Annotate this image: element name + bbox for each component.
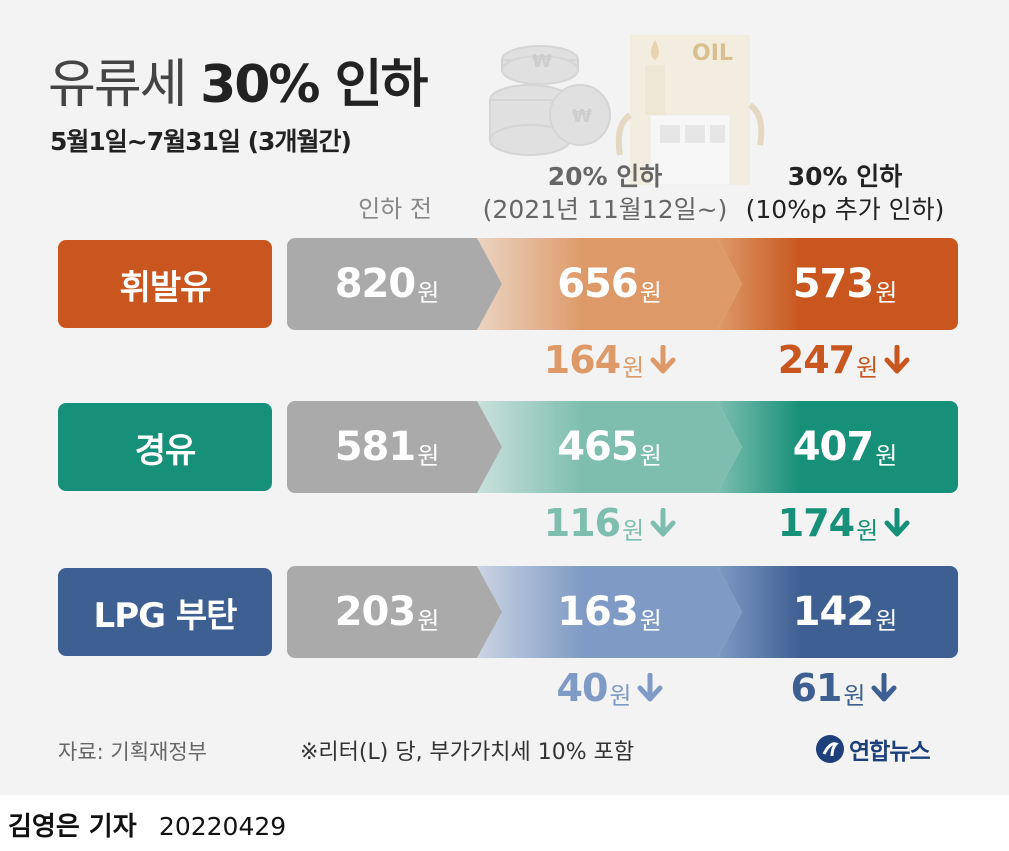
- fuel-label: 경유: [58, 403, 272, 491]
- reduction-value: 116: [543, 501, 621, 545]
- yonhap-logo-icon: [816, 735, 844, 763]
- price-unit: 원: [417, 278, 440, 307]
- column-header-20-date: (2021년 11월12일~): [482, 195, 728, 224]
- column-header-before: 인하 전: [358, 195, 432, 223]
- column-header-20: 20% 인하 (2021년 11월12일~): [470, 160, 740, 226]
- oil-label: OIL: [692, 41, 733, 66]
- reduction-drop20: 40 원: [490, 663, 730, 713]
- title-light: 유류세: [48, 55, 188, 115]
- reduction-value: 247: [777, 338, 855, 382]
- period-subtitle: 5월1일~7월31일 (3개월간): [50, 127, 352, 156]
- down-arrow-icon: [884, 344, 910, 379]
- price-unit: 원: [875, 606, 898, 635]
- footnote: ※리터(L) 당, 부가가치세 10% 포함: [300, 740, 635, 765]
- price-unit: 원: [639, 278, 662, 307]
- price-value: 656: [557, 261, 638, 307]
- credit-line: 김영은 기자 20220429: [8, 806, 286, 843]
- fuel-label: LPG 부탄: [58, 568, 272, 656]
- logo-text: 연합뉴스: [849, 739, 931, 765]
- column-header-30-note: (10%p 추가 인하): [745, 195, 945, 224]
- coins-and-oil-pump-illustration: ₩ ₩ OIL: [489, 35, 765, 185]
- column-header-30-title: 30% 인하: [787, 162, 903, 191]
- price-unit: 원: [875, 278, 898, 307]
- reduction-unit: 원: [856, 353, 879, 382]
- price-bar: 820 원 656 원 573 원: [287, 238, 958, 330]
- reduction-drop30: 247 원: [730, 335, 958, 385]
- price-cut20: 163 원: [487, 566, 732, 658]
- source-note: 자료: 기획재정부: [58, 740, 207, 764]
- price-value: 407: [792, 424, 874, 470]
- price-cut20: 465 원: [487, 401, 732, 493]
- price-value: 163: [557, 589, 638, 635]
- down-arrow-icon: [884, 507, 910, 542]
- price-unit: 원: [639, 441, 662, 470]
- reduction-drop20: 164 원: [490, 335, 730, 385]
- column-header-20-title: 20% 인하: [547, 162, 663, 191]
- price-value: 581: [334, 424, 416, 470]
- price-bar: 203 원 163 원 142 원: [287, 566, 958, 658]
- svg-text:₩: ₩: [532, 51, 552, 72]
- down-arrow-icon: [637, 672, 663, 707]
- price-before: 820 원: [287, 238, 487, 330]
- price-unit: 원: [639, 606, 662, 635]
- reduction-value: 174: [777, 501, 855, 545]
- down-arrow-icon: [650, 507, 676, 542]
- price-cut30: 573 원: [732, 238, 958, 330]
- down-arrow-icon: [871, 672, 897, 707]
- reduction-drop30: 61 원: [730, 663, 958, 713]
- price-cut20: 656 원: [487, 238, 732, 330]
- reduction-unit: 원: [622, 516, 645, 545]
- reduction-value: 40: [556, 666, 609, 710]
- reduction-unit: 원: [856, 516, 879, 545]
- page-title: 유류세 30% 인하: [48, 42, 428, 117]
- column-header-30: 30% 인하 (10%p 추가 인하): [720, 160, 970, 226]
- reporter-name: 김영은 기자: [8, 812, 137, 842]
- reduction-unit: 원: [622, 353, 645, 382]
- title-bold: 30% 인하: [200, 55, 428, 115]
- fuel-label: 휘발유: [58, 240, 272, 328]
- yonhap-logo: 연합뉴스: [815, 732, 931, 766]
- price-before: 581 원: [287, 401, 487, 493]
- reduction-value: 164: [543, 338, 621, 382]
- price-unit: 원: [875, 441, 898, 470]
- price-value: 142: [792, 589, 874, 635]
- reduction-drop20: 116 원: [490, 498, 730, 548]
- reduction-drop30: 174 원: [730, 498, 958, 548]
- price-value: 203: [334, 589, 416, 635]
- price-bar: 581 원 465 원 407 원: [287, 401, 958, 493]
- price-cut30: 142 원: [732, 566, 958, 658]
- price-unit: 원: [417, 606, 440, 635]
- reduction-value: 61: [790, 666, 843, 710]
- price-cut30: 407 원: [732, 401, 958, 493]
- price-value: 573: [792, 261, 874, 307]
- price-before: 203 원: [287, 566, 487, 658]
- price-unit: 원: [417, 441, 440, 470]
- reduction-unit: 원: [609, 681, 632, 710]
- publish-date: 20220429: [158, 812, 287, 841]
- reduction-unit: 원: [843, 681, 866, 710]
- price-value: 465: [557, 424, 638, 470]
- svg-text:₩: ₩: [572, 106, 592, 127]
- down-arrow-icon: [650, 344, 676, 379]
- infographic-panel: 유류세 30% 인하 5월1일~7월31일 (3개월간) ₩ ₩ OIL: [0, 0, 1009, 795]
- price-value: 820: [334, 261, 416, 307]
